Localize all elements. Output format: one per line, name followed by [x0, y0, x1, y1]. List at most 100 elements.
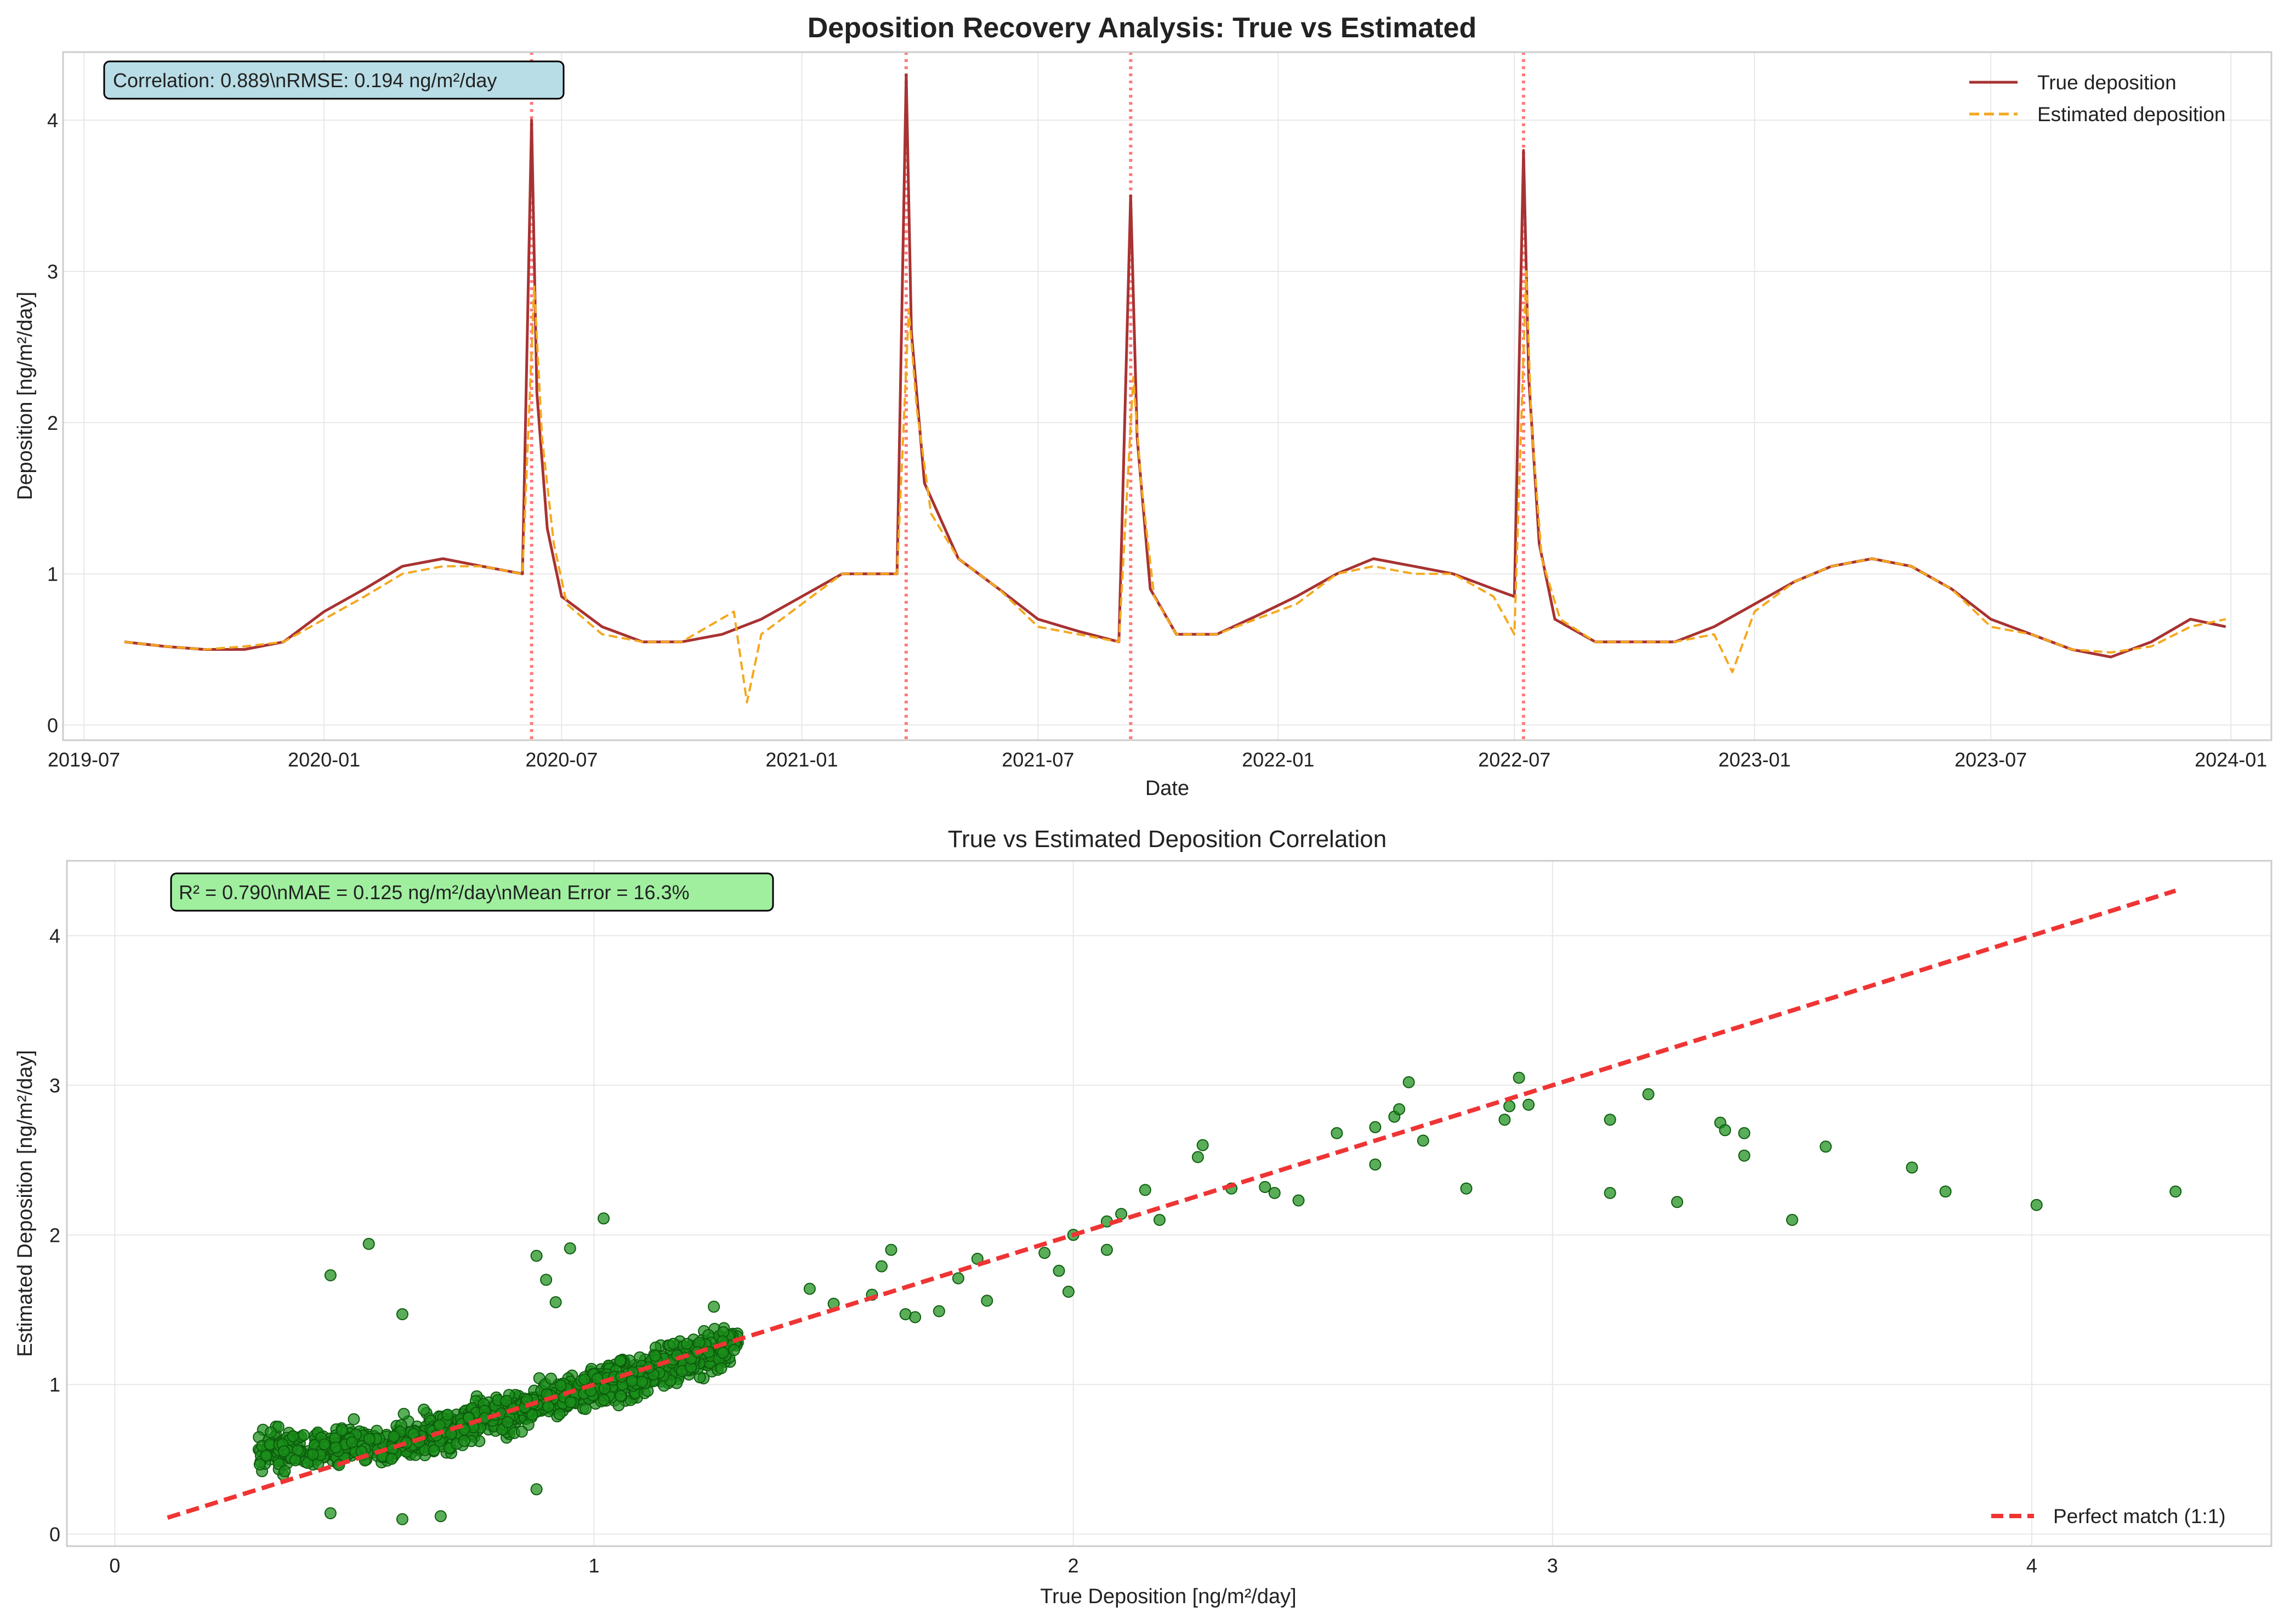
scatter-point [253, 1458, 266, 1470]
timeseries-x-tick-label: 2024-01 [2195, 748, 2267, 771]
timeseries-y-axis-label: Deposition [ng/m²/day] [14, 292, 37, 500]
perfect-match-line [167, 888, 2177, 1520]
timeseries-x-tick-label: 2023-07 [1955, 748, 2027, 771]
scatter-point [530, 1250, 543, 1262]
scatter-point [876, 1260, 888, 1273]
scatter-point [1259, 1181, 1271, 1193]
timeseries-series [124, 73, 2226, 703]
timeseries-grid [63, 52, 2271, 740]
scatter-plot-frame [66, 860, 2272, 1547]
timeseries-y-tick-label: 3 [47, 260, 58, 283]
scatter-x-tick-label: 1 [589, 1554, 600, 1577]
scatter-point [1738, 1149, 1751, 1162]
timeseries-stats-box: Correlation: 0.889\nRMSE: 0.194 ng/m²/da… [103, 60, 565, 100]
scatter-point [396, 1308, 408, 1320]
scatter-point [1053, 1264, 1065, 1277]
scatter-point [388, 1430, 400, 1443]
scatter-point [591, 1372, 604, 1385]
scatter-point [530, 1483, 543, 1496]
timeseries-x-tick-label: 2023-01 [1718, 748, 1791, 771]
timeseries-x-tick-label: 2019-07 [48, 748, 120, 771]
scatter-point [1268, 1186, 1281, 1199]
estimated-deposition-line [124, 270, 2226, 703]
scatter-point [545, 1372, 557, 1385]
scatter-point [579, 1402, 592, 1415]
scatter-y-tick-label: 3 [49, 1074, 60, 1097]
scatter-point [346, 1436, 358, 1449]
scatter-stats-box-bg [170, 872, 774, 912]
scatter-point [1906, 1161, 1918, 1174]
scatter-point [1503, 1100, 1516, 1112]
scatter-point [1786, 1214, 1798, 1226]
scatter-point [363, 1433, 376, 1445]
timeseries-x-tick-label: 2022-01 [1242, 748, 1314, 771]
scatter-point [598, 1212, 610, 1225]
scatter-point [515, 1426, 528, 1438]
timeseries-x-tick-label: 2020-01 [288, 748, 360, 771]
scatter-point [1642, 1088, 1655, 1100]
scatter-legend: Perfect match (1:1) [1991, 1505, 2226, 1528]
scatter-y-tick-label: 2 [49, 1224, 60, 1246]
scatter-grid [67, 861, 2271, 1546]
scatter-point [329, 1441, 342, 1453]
scatter-y-tick-label: 1 [49, 1373, 60, 1396]
legend-perfect-match-label: Perfect match (1:1) [2053, 1505, 2226, 1528]
scatter-point [1139, 1184, 1151, 1196]
scatter-point [1820, 1140, 1832, 1153]
scatter-point [564, 1396, 577, 1409]
scatter-x-tick-label: 3 [1547, 1554, 1558, 1577]
timeseries-y-tick-label: 1 [47, 563, 58, 586]
timeseries-x-ticks: 2019-07 2020-01 2020-07 2021-01 2021-07 2022-… [48, 748, 2267, 771]
scatter-point [933, 1305, 945, 1318]
scatter-point [1196, 1139, 1209, 1151]
scatter-point [667, 1338, 680, 1350]
scatter-point [1154, 1214, 1166, 1226]
scatter-point [728, 1344, 740, 1356]
scatter-point [1460, 1182, 1473, 1195]
scatter-point [981, 1294, 993, 1307]
scatter-point [971, 1253, 984, 1265]
scatter-title: True vs Estimated Deposition Correlation [948, 826, 1387, 853]
scatter-point [540, 1274, 553, 1286]
scatter-point [277, 1445, 290, 1458]
scatter-point [1369, 1159, 1382, 1171]
timeseries-y-tick-label: 0 [47, 714, 58, 736]
scatter-point [598, 1382, 611, 1395]
timeseries-legend: True deposition Estimated deposition [1969, 71, 2225, 126]
scatter-point [1331, 1127, 1343, 1139]
scatter-point [306, 1448, 319, 1461]
scatter-point [397, 1407, 410, 1420]
scatter-point [554, 1379, 567, 1392]
scatter-point [1513, 1071, 1525, 1084]
scatter-points [252, 1071, 2182, 1525]
scatter-point [396, 1513, 408, 1525]
timeseries-panel: Deposition Recovery Analysis: True vs Es… [14, 12, 2272, 800]
timeseries-x-tick-label: 2020-07 [525, 748, 598, 771]
scatter-point [348, 1413, 360, 1426]
legend-true-label: True deposition [2037, 71, 2177, 94]
scatter-point [1369, 1121, 1382, 1133]
scatter-point [578, 1373, 590, 1385]
scatter-point [428, 1444, 440, 1457]
scatter-point [1939, 1185, 1952, 1198]
scatter-x-tick-label: 2 [1068, 1554, 1079, 1577]
scatter-point [803, 1282, 816, 1295]
scatter-point [385, 1452, 398, 1465]
timeseries-stats-box-bg [103, 60, 565, 100]
scatter-point [434, 1510, 447, 1523]
scatter-point [287, 1430, 299, 1443]
scatter-x-tick-label: 0 [109, 1554, 120, 1577]
scatter-point [1498, 1114, 1511, 1126]
scatter-point [1292, 1194, 1305, 1207]
scatter-point [324, 1269, 337, 1281]
scatter-point [598, 1394, 610, 1406]
scatter-point [715, 1362, 728, 1375]
timeseries-x-tick-label: 2021-01 [765, 748, 838, 771]
scatter-point [362, 1237, 375, 1250]
scatter-point [717, 1347, 729, 1359]
scatter-point [324, 1507, 337, 1519]
scatter-point [553, 1408, 566, 1421]
scatter-point [526, 1409, 538, 1421]
timeseries-x-tick-label: 2022-07 [1478, 748, 1550, 771]
